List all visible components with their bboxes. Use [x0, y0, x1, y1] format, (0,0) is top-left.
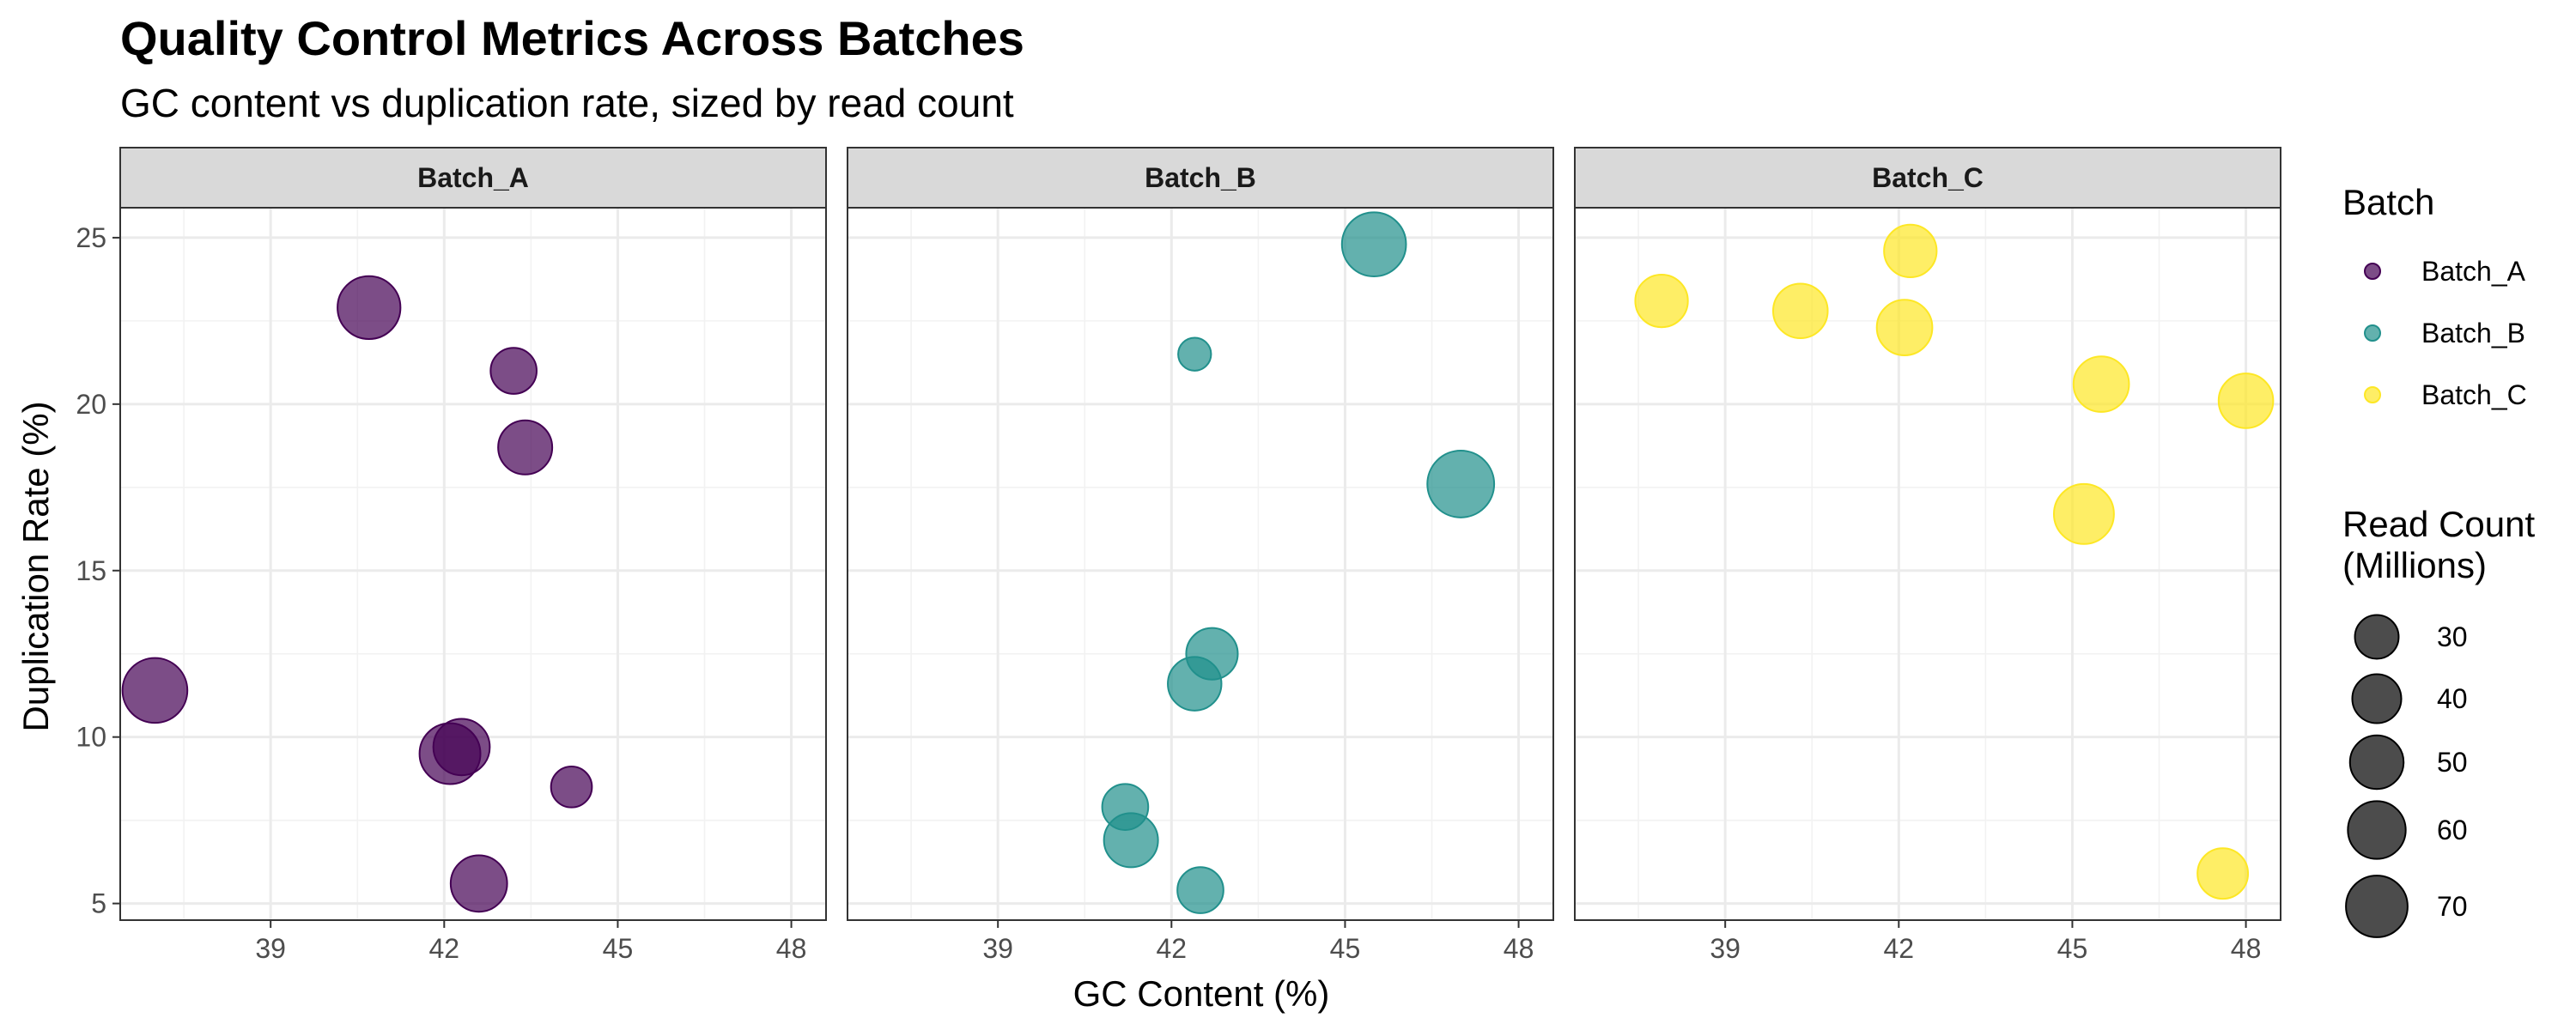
legend-color-key	[2364, 386, 2381, 403]
data-point	[121, 657, 189, 724]
chart-title: Quality Control Metrics Across Batches	[120, 11, 1024, 65]
facet-strip-label: Batch_A	[417, 162, 529, 193]
data-point	[489, 347, 538, 395]
axes: 39 42 45 48 39 42 45 48 39 42 45 48 5 10 15 20 25	[76, 222, 2261, 964]
x-tick-label: 45	[603, 933, 634, 964]
facet-panel-0: Batch_A	[119, 147, 827, 921]
legend-size-label: 40	[2437, 683, 2468, 714]
legend-size-label: 30	[2437, 621, 2468, 652]
chart-subtitle: GC content vs duplication rate, sized by…	[120, 81, 1014, 125]
data-point	[2217, 373, 2275, 429]
data-point	[550, 766, 593, 809]
legend-size-label: 50	[2437, 747, 2468, 778]
x-tick-label: 42	[1157, 933, 1188, 964]
x-tick-label: 45	[1330, 933, 1361, 964]
legend-size-label: 70	[2437, 891, 2468, 922]
panel-border	[1574, 207, 2281, 921]
legend-color-label: Batch_B	[2421, 318, 2525, 348]
facet-panel-2: Batch_C	[1574, 147, 2281, 921]
facet-strip	[119, 147, 827, 209]
data-point	[432, 718, 491, 777]
panel-background	[848, 208, 1553, 920]
x-tick-label: 45	[2057, 933, 2088, 964]
facet-panel-1: Batch_B	[847, 147, 1554, 921]
data-point	[2052, 482, 2115, 545]
legend-color-title: Batch	[2342, 182, 2434, 222]
panel-border	[847, 207, 1554, 921]
data-point	[1185, 627, 1239, 681]
legend-color-label: Batch_A	[2421, 256, 2526, 287]
y-tick-label: 25	[76, 222, 106, 253]
x-tick-label: 39	[1710, 933, 1741, 964]
facet-strip-label: Batch_B	[1145, 162, 1256, 193]
facet-strip-label: Batch_C	[1872, 162, 1984, 193]
data-point	[1883, 223, 1938, 279]
legend-color-key	[2364, 263, 2381, 280]
data-point	[1340, 211, 1407, 277]
x-tick-label: 39	[982, 933, 1013, 964]
x-tick-label: 42	[1884, 933, 1915, 964]
y-tick-label: 5	[91, 888, 106, 919]
legend-size-title: (Millions)	[2342, 545, 2487, 585]
data-point	[1176, 866, 1224, 914]
data-point	[1177, 336, 1212, 372]
x-tick-label: 48	[1504, 933, 1534, 964]
panel-border	[119, 207, 827, 921]
y-axis-title: Duplication Rate (%)	[15, 401, 56, 731]
facet-panels: Batch_A Batch_B Batch_C	[119, 147, 2281, 921]
data-point	[1101, 783, 1150, 831]
facet-strip	[847, 147, 1554, 209]
legend-size-title: Read Count	[2342, 504, 2535, 544]
panel-background	[120, 208, 826, 920]
legend-size-label: 60	[2437, 815, 2468, 845]
y-tick-label: 10	[76, 722, 106, 753]
x-tick-label: 48	[2231, 933, 2262, 964]
data-point	[1426, 450, 1496, 518]
x-tick-label: 39	[255, 933, 286, 964]
data-point	[337, 275, 402, 340]
legend: Batch Batch_A Batch_B Batch_C Read Count(Mil…	[2342, 182, 2535, 938]
data-point	[449, 854, 508, 913]
data-point	[497, 419, 554, 476]
data-point	[2196, 847, 2250, 900]
legend-size-key	[2345, 875, 2409, 938]
facet-strip	[1574, 147, 2281, 209]
legend-size-key	[2354, 614, 2400, 660]
x-tick-label: 48	[776, 933, 807, 964]
legend-color-key	[2364, 324, 2381, 342]
data-point	[1634, 273, 1689, 329]
legend-size-key	[2351, 673, 2403, 724]
y-tick-label: 20	[76, 389, 106, 420]
x-axis-title: GC Content (%)	[1073, 973, 1330, 1014]
legend-color-label: Batch_C	[2421, 379, 2527, 410]
legend-size-key	[2348, 734, 2405, 791]
data-point	[1875, 299, 1934, 356]
data-point	[1771, 282, 1829, 340]
legend-size-key	[2347, 800, 2407, 860]
data-point	[2072, 355, 2130, 413]
y-tick-label: 15	[76, 555, 106, 586]
x-tick-label: 42	[429, 933, 460, 964]
